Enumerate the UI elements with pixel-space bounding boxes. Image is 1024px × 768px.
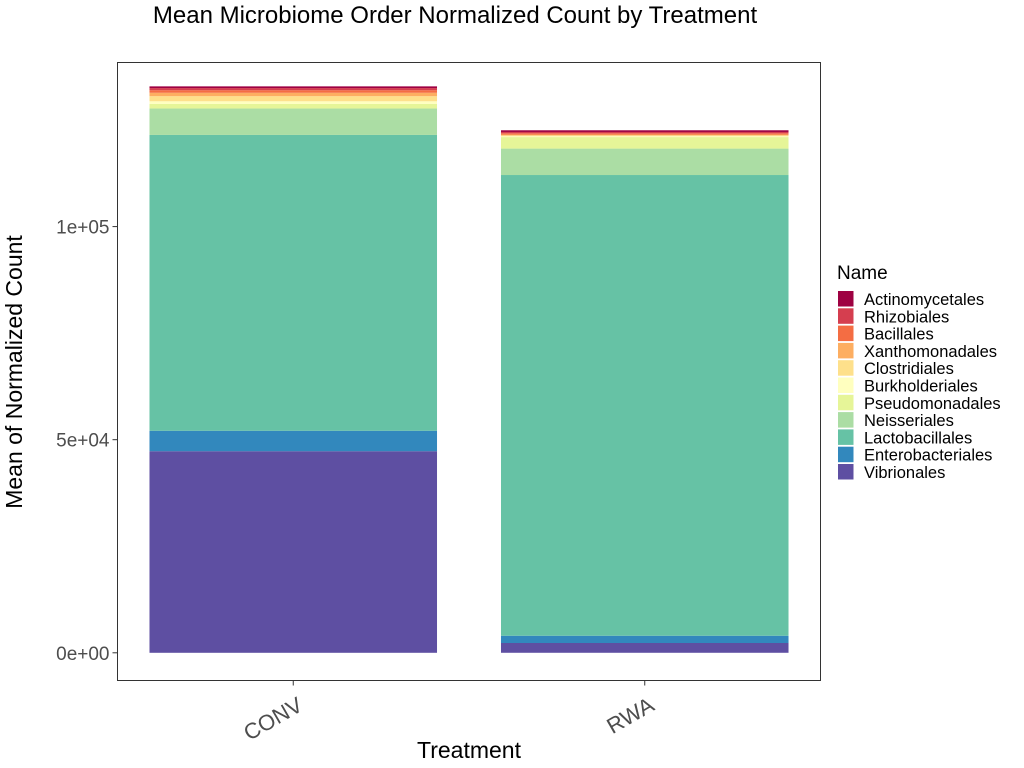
- bars-group: [149, 86, 789, 653]
- legend-label-neisseriales: Neisseriales: [864, 412, 954, 430]
- x-axis: CONV RWA: [239, 680, 659, 746]
- bar-segment-conv-burkholderiales: [149, 101, 438, 104]
- bar-segment-rwa-neisseriales: [500, 148, 789, 176]
- chart-title: Mean Microbiome Order Normalized Count b…: [153, 2, 758, 29]
- legend-label-clostridiales: Clostridiales: [864, 360, 954, 378]
- legend-swatch-enterobacteriales: [838, 446, 854, 463]
- legend-label-lactobacillales: Lactobacillales: [864, 429, 972, 447]
- legend-swatch-actinomycetales: [838, 291, 854, 307]
- legend-label-burkholderiales: Burkholderiales: [864, 378, 978, 396]
- bar-segment-rwa-enterobacteriales: [500, 635, 789, 643]
- y-axis: 0e+00 5e+04 1e+05: [56, 218, 118, 665]
- legend: Name ActinomycetalesRhizobialesBacillale…: [837, 263, 1001, 482]
- bar-segment-conv-xanthomonadales: [149, 92, 438, 97]
- x-tick-label-conv: CONV: [239, 692, 307, 746]
- legend-swatch-rhizobiales: [838, 308, 854, 324]
- bar-segment-conv-vibrionales: [149, 451, 438, 653]
- bar-segment-rwa-clostridiales: [500, 135, 789, 137]
- bar-segment-conv-bacillales: [149, 90, 438, 93]
- bar-segment-rwa-vibrionales: [500, 642, 789, 653]
- legend-swatch-vibrionales: [838, 464, 854, 480]
- legend-label-xanthomonadales: Xanthomonadales: [864, 343, 997, 361]
- bar-segment-rwa-lactobacillales: [500, 175, 789, 636]
- legend-swatch-bacillales: [838, 325, 854, 342]
- bar-segment-conv-actinomycetales: [149, 86, 438, 89]
- legend-label-rhizobiales: Rhizobiales: [864, 308, 949, 326]
- y-tick-label: 0e+00: [56, 644, 109, 665]
- legend-swatch-xanthomonadales: [838, 342, 854, 359]
- bar-segment-rwa-burkholderiales: [500, 136, 789, 138]
- bar-segment-rwa-actinomycetales: [500, 130, 789, 132]
- legend-swatch-neisseriales: [838, 412, 854, 428]
- legend-title: Name: [837, 263, 888, 284]
- legend-swatch-pseudomonadales: [838, 394, 854, 411]
- x-axis-title: Treatment: [417, 737, 522, 763]
- bar-segment-conv-neisseriales: [149, 108, 438, 135]
- bar-segment-conv-clostridiales: [149, 96, 438, 102]
- y-axis-title: Mean of Normalized Count: [1, 235, 27, 509]
- bar-segment-conv-rhizobiales: [149, 88, 438, 91]
- bar-segment-rwa-bacillales: [500, 133, 789, 135]
- bar-segment-conv-lactobacillales: [149, 134, 438, 431]
- bar-segment-rwa-pseudomonadales: [500, 137, 789, 149]
- bar-segment-conv-enterobacteriales: [149, 430, 438, 452]
- y-tick-label: 5e+04: [56, 431, 110, 452]
- legend-swatch-clostridiales: [838, 360, 854, 376]
- legend-label-bacillales: Bacillales: [864, 326, 934, 344]
- legend-label-pseudomonadales: Pseudomonadales: [864, 395, 1001, 413]
- legend-swatch-burkholderiales: [838, 377, 854, 393]
- x-tick-label-rwa: RWA: [602, 692, 658, 739]
- bar-segment-conv-pseudomonadales: [149, 103, 438, 109]
- legend-label-actinomycetales: Actinomycetales: [864, 291, 984, 309]
- legend-label-vibrionales: Vibrionales: [864, 464, 945, 482]
- bar-segment-rwa-xanthomonadales: [500, 134, 789, 136]
- legend-swatch-lactobacillales: [838, 429, 854, 445]
- bar-segment-rwa-rhizobiales: [500, 131, 789, 134]
- legend-label-enterobacteriales: Enterobacteriales: [864, 447, 992, 465]
- y-tick-label: 1e+05: [56, 218, 109, 239]
